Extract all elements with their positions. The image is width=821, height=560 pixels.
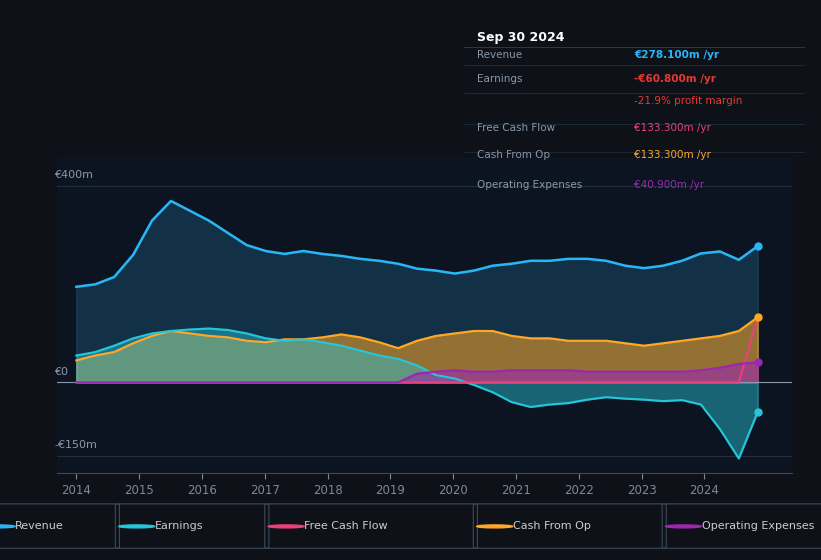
Text: €0: €0 — [54, 367, 68, 376]
Circle shape — [0, 525, 16, 528]
Text: -21.9% profit margin: -21.9% profit margin — [635, 96, 743, 106]
Circle shape — [268, 525, 305, 528]
Text: €133.300m /yr: €133.300m /yr — [635, 151, 711, 160]
Text: €278.100m /yr: €278.100m /yr — [635, 50, 719, 59]
Text: Operating Expenses: Operating Expenses — [701, 521, 814, 531]
Text: Sep 30 2024: Sep 30 2024 — [478, 31, 565, 44]
Text: -€60.800m /yr: -€60.800m /yr — [635, 74, 716, 84]
Circle shape — [476, 525, 512, 528]
Text: Earnings: Earnings — [478, 74, 523, 84]
Text: €400m: €400m — [54, 170, 94, 180]
Text: €133.300m /yr: €133.300m /yr — [635, 123, 711, 133]
Text: Free Cash Flow: Free Cash Flow — [478, 123, 556, 133]
Text: €40.900m /yr: €40.900m /yr — [635, 180, 704, 190]
Text: Cash From Op: Cash From Op — [478, 151, 551, 160]
Text: Cash From Op: Cash From Op — [513, 521, 590, 531]
Text: Revenue: Revenue — [478, 50, 523, 59]
Circle shape — [665, 525, 701, 528]
Circle shape — [119, 525, 155, 528]
Text: Operating Expenses: Operating Expenses — [478, 180, 583, 190]
Text: Free Cash Flow: Free Cash Flow — [305, 521, 388, 531]
Text: Earnings: Earnings — [155, 521, 204, 531]
Text: -€150m: -€150m — [54, 440, 97, 450]
Text: Revenue: Revenue — [16, 521, 64, 531]
